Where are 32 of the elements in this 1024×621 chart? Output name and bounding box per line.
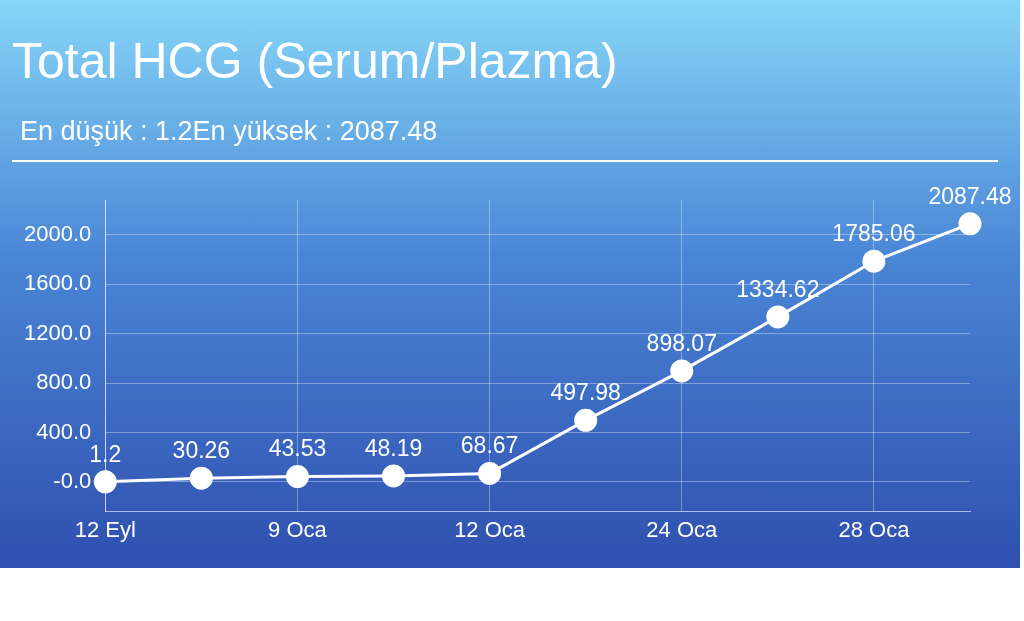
point: [862, 249, 886, 273]
point: [382, 464, 406, 488]
data-label: 43.53: [268, 435, 327, 462]
y-tick-label: -0.0: [53, 467, 92, 493]
data-label: 68.67: [460, 432, 519, 459]
data-label: 898.07: [646, 329, 717, 356]
y-tick-label: 2000.0: [23, 220, 92, 246]
data-label: 48.19: [364, 434, 423, 461]
data-label: 497.98: [550, 379, 621, 406]
data-label: 2087.48: [928, 182, 1012, 209]
point: [574, 408, 598, 432]
point: [189, 466, 213, 490]
x-tick-label: 24 Oca: [646, 516, 718, 542]
point: [766, 305, 790, 329]
point: [670, 359, 694, 383]
y-tick-label: 800.0: [36, 369, 92, 395]
chart-subtitle: En düşük : 1.2En yüksek : 2087.48: [20, 116, 438, 147]
point: [285, 465, 309, 489]
x-tick-label: 12 Eyl: [74, 516, 136, 542]
data-label: 30.26: [172, 437, 231, 464]
data-label: 1785.06: [832, 220, 916, 247]
x-tick-label: 12 Oca: [454, 516, 526, 542]
point: [958, 212, 982, 236]
point: [478, 461, 502, 485]
y-tick-label: 1200.0: [23, 319, 92, 345]
point: [93, 470, 117, 494]
x-tick-label: 28 Oca: [838, 516, 911, 542]
data-label: 1334.62: [736, 275, 820, 302]
x-tick-label: 9 Oca: [268, 516, 328, 542]
chart-title: Total HCG (Serum/Plazma): [12, 32, 618, 90]
y-tick-label: 400.0: [36, 418, 92, 444]
y-tick-label: 1600.0: [23, 270, 92, 296]
